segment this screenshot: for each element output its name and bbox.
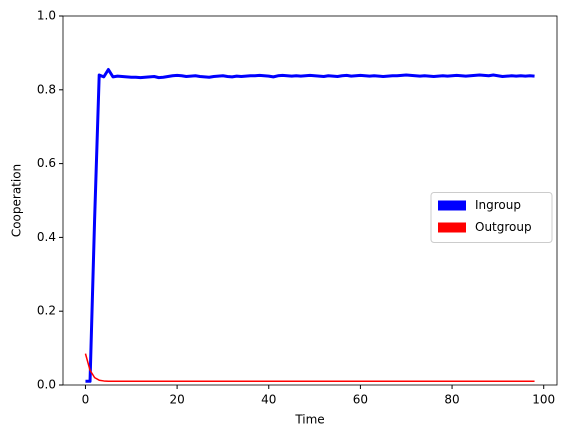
legend-swatch <box>438 222 466 233</box>
y-axis-label: Cooperation <box>10 164 24 237</box>
y-tick-label: 0.0 <box>37 378 56 392</box>
x-tick-label: 20 <box>169 393 184 407</box>
y-tick-label: 0.4 <box>37 230 56 244</box>
x-tick-label: 0 <box>82 393 90 407</box>
plot-frame <box>62 15 558 386</box>
y-tick-label: 1.0 <box>37 9 56 23</box>
y-tick-label: 0.6 <box>37 156 56 170</box>
y-tick-label: 0.8 <box>37 82 56 96</box>
y-tick-label: 0.2 <box>37 304 56 318</box>
legend-swatch <box>438 200 466 211</box>
series-line <box>85 68 535 383</box>
legend-label: Ingroup <box>475 198 521 212</box>
x-tick-label: 60 <box>353 393 368 407</box>
x-axis-label: Time <box>294 413 324 427</box>
legend: Ingroup Outgroup <box>430 192 553 243</box>
x-tick-label: 100 <box>532 393 555 407</box>
legend-label: Outgroup <box>475 220 532 234</box>
x-tick-label: 40 <box>261 393 276 407</box>
series-line <box>84 353 535 383</box>
x-tick-label: 80 <box>444 393 459 407</box>
